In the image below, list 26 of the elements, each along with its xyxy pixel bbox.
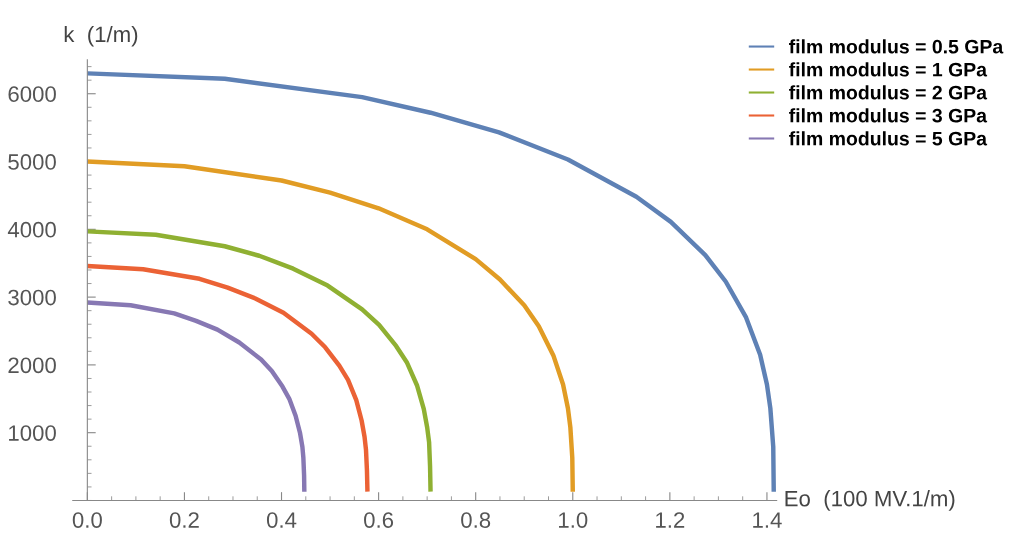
y-axis-title: k (1/m) (64, 25, 138, 47)
legend-label: film modulus = 1 GPa (789, 62, 988, 77)
y-tick-label: 3000 (8, 289, 56, 306)
line-series (85, 300, 307, 494)
y-tick-label: 2000 (8, 357, 56, 374)
x-tick-label: 0.4 (266, 512, 297, 528)
line-series (85, 263, 370, 494)
x-tick-label: 0.6 (364, 512, 394, 528)
legend-label: film modulus = 2 GPa (789, 85, 988, 100)
y-tick-label: 4000 (7, 221, 56, 238)
x-tick-label: 1.2 (656, 512, 685, 528)
y-tick-label: 1000 (9, 425, 56, 441)
x-tick-label: 0.0 (72, 512, 102, 528)
x-tick-label: 0.2 (169, 512, 199, 528)
legend-label: film modulus = 3 GPa (789, 108, 988, 123)
x-tick-label: 1.0 (559, 512, 588, 528)
legend-label: film modulus = 0.5 GPa (789, 39, 1004, 54)
x-tick-label: 0.8 (461, 512, 491, 528)
line-series (85, 229, 433, 494)
y-tick-label: 6000 (8, 86, 56, 103)
line-series (85, 71, 776, 494)
line-series (85, 159, 575, 494)
legend-label: film modulus = 5 GPa (789, 131, 988, 146)
x-axis-title: Eo (100 MV.1/m) (785, 490, 955, 511)
x-tick-label: 1.4 (753, 512, 782, 528)
y-tick-label: 5000 (8, 154, 56, 170)
